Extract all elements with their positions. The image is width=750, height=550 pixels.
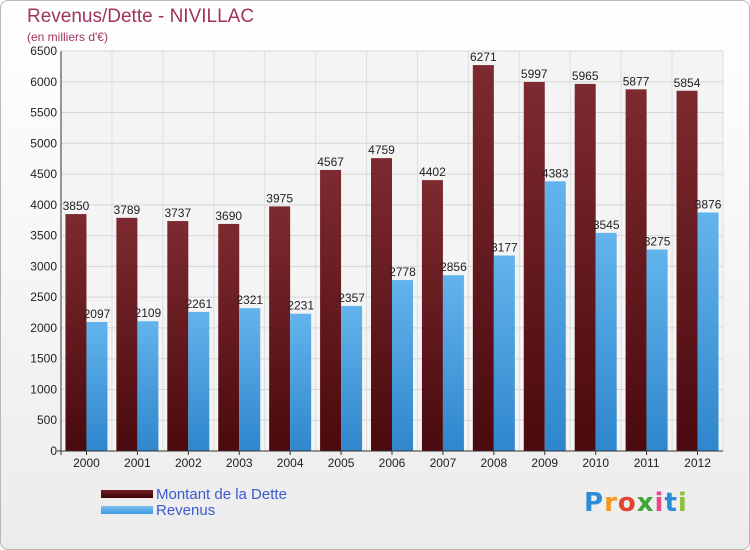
bar-revenus bbox=[595, 232, 617, 451]
data-label-dette: 3789 bbox=[114, 203, 141, 217]
bars bbox=[65, 65, 719, 451]
x-tick-label: 2002 bbox=[175, 456, 202, 470]
y-tick-label: 3500 bbox=[30, 229, 57, 243]
bar-revenus bbox=[392, 280, 413, 451]
data-label-dette: 5854 bbox=[674, 76, 701, 90]
bar-dette bbox=[167, 221, 189, 451]
bar-dette bbox=[116, 217, 138, 451]
x-tick-label: 2009 bbox=[531, 456, 558, 470]
x-tick-label: 2004 bbox=[277, 456, 304, 470]
data-label-revenus: 3545 bbox=[593, 218, 620, 232]
y-tick-label: 2500 bbox=[30, 290, 57, 304]
bar-revenus bbox=[86, 321, 108, 451]
bar-revenus bbox=[137, 321, 159, 451]
data-label-dette: 4402 bbox=[419, 165, 446, 179]
logo-letter: o bbox=[617, 488, 637, 518]
data-label-dette: 6271 bbox=[470, 50, 497, 64]
legend-label-revenus: Revenus bbox=[156, 502, 216, 519]
bar-dette bbox=[676, 90, 698, 451]
data-label-revenus: 3275 bbox=[644, 234, 671, 248]
bar-dette bbox=[574, 83, 596, 451]
data-label-revenus: 4383 bbox=[542, 166, 569, 180]
data-label-dette: 3850 bbox=[63, 199, 90, 213]
x-tick-label: 2000 bbox=[73, 456, 100, 470]
legend-swatch-dette bbox=[101, 490, 153, 498]
x-tick-label: 2005 bbox=[328, 456, 355, 470]
bar-revenus bbox=[493, 255, 515, 451]
y-tick-label: 4500 bbox=[30, 167, 57, 181]
logo-letter: t bbox=[664, 488, 678, 518]
y-tick-label: 1500 bbox=[30, 352, 57, 366]
logo-letter: r bbox=[604, 488, 618, 518]
data-label-revenus: 2097 bbox=[84, 307, 111, 321]
bar-revenus bbox=[697, 212, 719, 451]
bar-revenus bbox=[341, 305, 363, 451]
data-label-dette: 5877 bbox=[623, 74, 650, 88]
data-label-revenus: 2321 bbox=[236, 293, 263, 307]
bar-dette bbox=[65, 214, 87, 451]
x-tick-label: 2006 bbox=[379, 456, 406, 470]
bar-revenus bbox=[646, 249, 668, 451]
data-label-revenus: 3876 bbox=[695, 197, 722, 211]
x-tick-label: 2011 bbox=[634, 456, 660, 470]
bar-dette bbox=[421, 180, 443, 451]
y-tick-label: 6000 bbox=[30, 75, 57, 89]
data-label-revenus: 2109 bbox=[135, 306, 162, 320]
x-tick-label: 2008 bbox=[480, 456, 507, 470]
proxiti-logo: Proxiti bbox=[584, 488, 688, 518]
logo-letter: i bbox=[677, 488, 688, 518]
chart-subtitle: (en milliers d'€) bbox=[27, 30, 108, 44]
x-tick-label: 2010 bbox=[582, 456, 609, 470]
bar-dette bbox=[472, 65, 494, 451]
axes: 0 500 1000 1500 2000 2500 3000 3500 4000 4500 5000… bbox=[30, 44, 723, 470]
y-tick-label: 5500 bbox=[30, 106, 57, 120]
data-label-revenus: 3177 bbox=[491, 240, 518, 254]
x-tick-label: 2007 bbox=[430, 456, 457, 470]
data-label-dette: 4759 bbox=[368, 143, 395, 157]
data-label-dette: 3975 bbox=[266, 191, 293, 205]
y-tick-label: 2000 bbox=[30, 321, 57, 335]
legend-label-dette: Montant de la Dette bbox=[156, 486, 287, 503]
y-tick-label: 0 bbox=[50, 444, 57, 458]
x-tick-label: 2003 bbox=[226, 456, 253, 470]
data-label-dette: 4567 bbox=[317, 155, 344, 169]
data-label-dette: 5965 bbox=[572, 69, 599, 83]
bar-dette bbox=[523, 81, 545, 451]
logo-letter: P bbox=[584, 488, 605, 518]
data-label-revenus: 2261 bbox=[185, 297, 212, 311]
legend-swatch-revenus bbox=[101, 506, 153, 514]
bar-dette bbox=[218, 223, 240, 451]
x-tick-label: 2001 bbox=[124, 456, 151, 470]
bar-dette bbox=[269, 206, 291, 451]
logo-letter: x bbox=[636, 488, 655, 518]
data-label-dette: 5997 bbox=[521, 67, 548, 81]
data-label-dette: 3737 bbox=[164, 206, 191, 220]
data-label-revenus: 2778 bbox=[389, 265, 416, 279]
data-label-revenus: 2856 bbox=[440, 260, 467, 274]
x-tick-label: 2012 bbox=[684, 456, 711, 470]
chart-title: Revenus/Dette - NIVILLAC bbox=[27, 6, 255, 27]
bar-revenus bbox=[239, 308, 261, 451]
bar-revenus bbox=[290, 313, 312, 451]
y-tick-label: 3000 bbox=[30, 259, 57, 273]
bar-revenus bbox=[188, 311, 210, 451]
bar-revenus bbox=[442, 275, 464, 451]
logo-letter: i bbox=[654, 488, 665, 518]
data-label-revenus: 2357 bbox=[338, 291, 365, 305]
data-label-revenus: 2231 bbox=[287, 299, 314, 313]
data-label-dette: 3690 bbox=[215, 209, 242, 223]
bar-dette bbox=[625, 89, 647, 451]
y-tick-label: 5000 bbox=[30, 136, 57, 150]
bar-dette bbox=[371, 158, 392, 451]
bar-revenus bbox=[544, 181, 566, 451]
y-tick-label: 4000 bbox=[30, 198, 57, 212]
y-tick-label: 1000 bbox=[30, 382, 57, 396]
data-labels: 3850 2097 3789 2109 3737 2261 3690 2321 3975 2231… bbox=[63, 50, 722, 321]
y-tick-label: 6500 bbox=[30, 44, 57, 58]
bar-dette bbox=[320, 169, 342, 451]
y-tick-label: 500 bbox=[37, 413, 57, 427]
